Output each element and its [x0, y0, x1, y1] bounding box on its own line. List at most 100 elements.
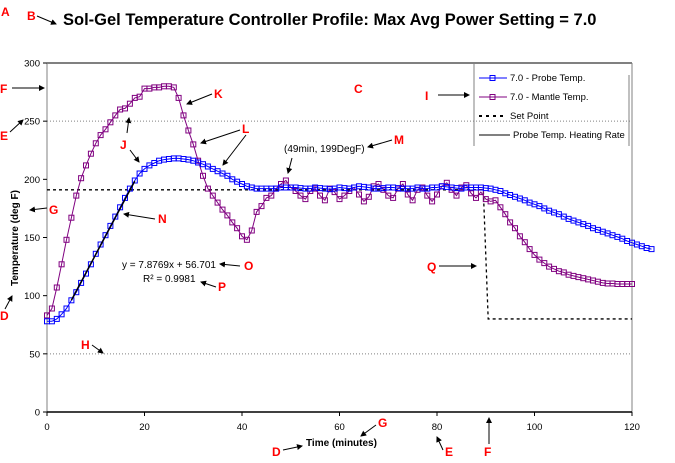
- axes: 0 50 100 150 200 250 300 0 20 40 60 80 100 120: [24, 59, 640, 434]
- legend-label-setpoint: Set Point: [510, 111, 549, 122]
- arrow-D-bottom: [282, 444, 303, 451]
- mantle-temp-point: [243, 236, 250, 243]
- marker-Q: Q: [427, 260, 436, 274]
- mantle-temp-point: [92, 140, 99, 147]
- mantle-temp-point: [512, 225, 518, 232]
- mantle-temp-point: [175, 94, 182, 101]
- arrow-O: [219, 261, 241, 268]
- y-tick-label-100: 100: [24, 291, 40, 302]
- mantle-temp-point: [209, 192, 216, 199]
- mantle-temp-point: [497, 204, 504, 211]
- x-axis-label: Time (minutes): [306, 438, 377, 449]
- marker-F-bottom: F: [484, 445, 491, 459]
- trendline-equation: y = 7.8769x + 56.701: [122, 260, 216, 271]
- probe-temp-line: [47, 157, 652, 322]
- legend-label-mantle: 7.0 - Mantle Temp.: [510, 92, 589, 103]
- marker-J: J: [120, 138, 127, 152]
- mantle-temp-point: [429, 198, 436, 205]
- mantle-temp-point: [453, 192, 460, 199]
- mantle-temp-point: [336, 196, 343, 203]
- arrow-M: [367, 139, 393, 149]
- mantle-temp-point: [282, 177, 289, 184]
- mantle-temp-point: [248, 227, 255, 234]
- mantle-temp-point: [170, 84, 177, 91]
- arrow-G-left: [29, 206, 48, 213]
- mantle-temp-point: [356, 191, 362, 198]
- mantle-temp-point: [473, 194, 479, 201]
- mantle-temp-point: [87, 150, 94, 157]
- trendline-r-squared: R² = 0.9981: [143, 274, 196, 285]
- mantle-temp-point: [302, 196, 309, 203]
- x-tick-label-20: 20: [139, 422, 150, 433]
- mantle-temp-point: [536, 256, 543, 263]
- probe-temp-point: [97, 241, 104, 248]
- mantle-temp-point: [268, 192, 275, 199]
- setpoint-line: [47, 189, 632, 320]
- marker-I: I: [425, 89, 428, 103]
- mantle-temp-point: [492, 197, 499, 204]
- marker-N: N: [158, 212, 167, 226]
- marker-C: C: [354, 82, 363, 96]
- probe-temp-point: [141, 165, 148, 172]
- x-tick-label-120: 120: [624, 422, 640, 433]
- mantle-temp-point: [58, 261, 65, 268]
- mantle-temp-point: [44, 312, 50, 319]
- mantle-temp-point: [122, 105, 128, 112]
- probe-temp-point: [53, 315, 60, 322]
- mantle-temp-point: [68, 214, 75, 221]
- probe-temp-point: [83, 270, 89, 277]
- y-tick-label-200: 200: [24, 175, 40, 186]
- arrow-G-bottom: [360, 424, 377, 437]
- marker-O: O: [244, 259, 253, 273]
- legend-item-probe: 7.0 - Probe Temp.: [479, 73, 585, 84]
- mantle-temp-point: [278, 181, 284, 187]
- mantle-temp-point: [321, 197, 328, 204]
- mantle-temp-point: [204, 185, 211, 192]
- mantle-temp-point: [78, 175, 85, 182]
- probe-temp-point: [68, 297, 75, 304]
- probe-temp-point: [102, 232, 109, 239]
- marker-P: P: [218, 280, 226, 294]
- y-tick-label-150: 150: [24, 233, 40, 244]
- chart-title: Sol-Gel Temperature Controller Profile: …: [63, 11, 596, 29]
- marker-G-left: G: [49, 203, 58, 217]
- probe-temp-point: [58, 311, 65, 318]
- legend-item-trendline: Probe Temp. Heating Rate: [479, 130, 625, 141]
- marker-G-bottom: G: [378, 416, 387, 430]
- mantle-temp-point: [424, 192, 431, 199]
- marker-B: B: [27, 9, 36, 23]
- mantle-temp-point: [107, 119, 114, 126]
- marker-A: A: [1, 5, 10, 19]
- marker-H: H: [81, 338, 90, 352]
- arrow-L-2: [222, 134, 247, 166]
- mantle-temp-point: [521, 239, 528, 246]
- mantle-temp-line: [46, 85, 632, 316]
- mantle-temp-point: [200, 172, 206, 179]
- arrow-E-bottom: [436, 436, 444, 451]
- y-tick-label-300: 300: [24, 59, 40, 70]
- mantle-temp-point: [97, 132, 104, 139]
- legend: 7.0 - Probe Temp. 7.0 - Mantle Temp. Set…: [473, 64, 630, 146]
- x-tick-label-40: 40: [237, 422, 248, 433]
- mantle-temp-point: [224, 212, 231, 219]
- y-axis-label: Temperature (deg F): [10, 190, 21, 286]
- marker-L: L: [242, 122, 249, 136]
- probe-temp-point: [87, 261, 94, 268]
- probe-temp-point: [92, 250, 99, 257]
- marker-K: K: [214, 87, 223, 101]
- x-tick-label-80: 80: [432, 422, 443, 433]
- marker-M: M: [394, 133, 404, 147]
- arrow-J-up: [125, 117, 132, 134]
- mantle-temp-point: [409, 197, 416, 204]
- arrow-B: [36, 15, 57, 25]
- marker-E-left: E: [0, 129, 8, 143]
- mantle-temp-point: [253, 208, 260, 215]
- mantle-temp-point: [390, 194, 397, 201]
- mantle-temp-point: [53, 284, 60, 291]
- arrow-J-down: [129, 149, 140, 163]
- plot-area: [47, 63, 632, 412]
- y-tick-label-50: 50: [29, 349, 40, 360]
- mantle-temp-point: [541, 260, 548, 267]
- mantle-temp-point: [190, 141, 197, 148]
- arrow-E-left: [9, 119, 24, 133]
